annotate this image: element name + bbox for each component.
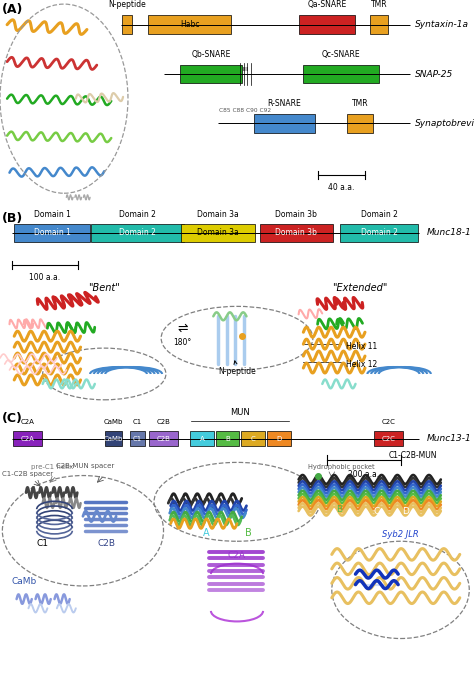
Text: Domain 1: Domain 1 [34,228,71,237]
FancyBboxPatch shape [241,431,265,446]
Text: C2A: C2A [20,419,35,425]
Text: Helix 12: Helix 12 [346,359,377,369]
FancyBboxPatch shape [347,114,374,133]
Text: C85 C88 C90 C92: C85 C88 C90 C92 [219,108,272,113]
Text: C1: C1 [36,539,49,549]
Text: 40 a.a.: 40 a.a. [328,183,355,192]
FancyBboxPatch shape [254,114,315,133]
Text: Hydrophobic pocket: Hydrophobic pocket [308,464,375,470]
Text: Domain 1: Domain 1 [34,210,71,219]
Text: C2B: C2B [156,419,171,425]
Text: CaMb: CaMb [104,435,123,441]
FancyBboxPatch shape [299,16,356,34]
Text: A: A [200,435,204,441]
Text: C: C [251,435,255,441]
Text: Synaptobrevin-2: Synaptobrevin-2 [415,119,474,128]
FancyBboxPatch shape [122,16,132,34]
FancyBboxPatch shape [340,224,418,242]
Text: C2B: C2B [98,539,116,549]
Text: Qa-SNARE: Qa-SNARE [308,0,346,9]
Text: Domain 2: Domain 2 [119,210,156,219]
Text: CaMb: CaMb [12,578,37,586]
Text: C2B-MUN spacer: C2B-MUN spacer [56,463,114,469]
Text: A: A [203,528,210,539]
FancyBboxPatch shape [148,16,231,34]
Text: ⇌: ⇌ [177,321,188,335]
FancyBboxPatch shape [370,16,388,34]
Text: 200 a.a.: 200 a.a. [348,470,379,479]
Text: Positive-charged patch: Positive-charged patch [308,484,384,490]
Text: SNAP-25: SNAP-25 [415,69,453,78]
Text: MUN: MUN [230,408,250,417]
FancyBboxPatch shape [149,431,178,446]
Text: Qb-SNARE: Qb-SNARE [191,50,231,59]
FancyBboxPatch shape [303,65,379,84]
Text: C2A: C2A [20,435,35,441]
Text: Domain 2: Domain 2 [361,210,398,219]
Text: D: D [402,507,409,516]
Text: "Extended": "Extended" [333,284,388,293]
FancyBboxPatch shape [190,431,214,446]
Text: Domain 2: Domain 2 [361,228,398,237]
Text: N-peptide: N-peptide [108,0,146,9]
Text: Munc13-1: Munc13-1 [427,434,471,443]
Text: Helix 11: Helix 11 [346,342,377,350]
Text: C1: C1 [133,419,142,425]
Text: Syntaxin-1a: Syntaxin-1a [415,20,469,29]
Text: Domain 3a: Domain 3a [197,210,239,219]
Text: Syb2 JLR: Syb2 JLR [382,530,419,539]
Text: B: B [225,435,230,441]
Text: D: D [276,435,282,441]
Text: C1-C2B-MUN: C1-C2B-MUN [388,451,437,460]
FancyBboxPatch shape [14,224,90,242]
Text: (C): (C) [2,412,23,425]
Text: N-peptide: N-peptide [218,361,256,376]
Text: (A): (A) [2,3,24,16]
Text: pre-C1 helix: pre-C1 helix [31,464,73,470]
Text: 180°: 180° [173,338,191,346]
FancyBboxPatch shape [105,431,122,446]
FancyBboxPatch shape [181,224,255,242]
Text: 100 a.a.: 100 a.a. [29,272,61,282]
FancyBboxPatch shape [180,65,242,84]
Text: Habc: Habc [180,20,200,29]
Text: Domain 3a: Domain 3a [197,228,239,237]
Text: B: B [246,528,252,539]
Text: C2C: C2C [382,419,396,425]
Text: C: C [374,507,380,516]
FancyBboxPatch shape [130,431,145,446]
Text: (B): (B) [2,212,24,225]
Text: C2B: C2B [156,435,171,441]
Text: IIII: IIII [242,67,249,72]
Text: Domain 3b: Domain 3b [275,210,317,219]
FancyBboxPatch shape [374,431,403,446]
Text: C1-C2B spacer: C1-C2B spacer [2,471,54,477]
FancyBboxPatch shape [216,431,239,446]
Text: C1: C1 [133,435,142,441]
FancyBboxPatch shape [259,224,333,242]
Text: C2A: C2A [228,551,246,559]
Text: Munc18-1: Munc18-1 [427,228,471,237]
FancyBboxPatch shape [13,431,42,446]
FancyBboxPatch shape [267,431,291,446]
Text: TMR: TMR [371,0,388,9]
Text: Domain 3b: Domain 3b [275,228,317,237]
FancyBboxPatch shape [91,224,183,242]
Text: Qc-SNARE: Qc-SNARE [322,50,361,59]
Text: R-SNARE: R-SNARE [267,99,301,108]
Text: TMR: TMR [352,99,369,108]
Text: Domain 2: Domain 2 [119,228,156,237]
Text: "Bent": "Bent" [89,284,120,293]
Text: B: B [336,506,342,514]
Text: C2C: C2C [382,435,396,441]
Text: CaMb: CaMb [104,419,123,425]
